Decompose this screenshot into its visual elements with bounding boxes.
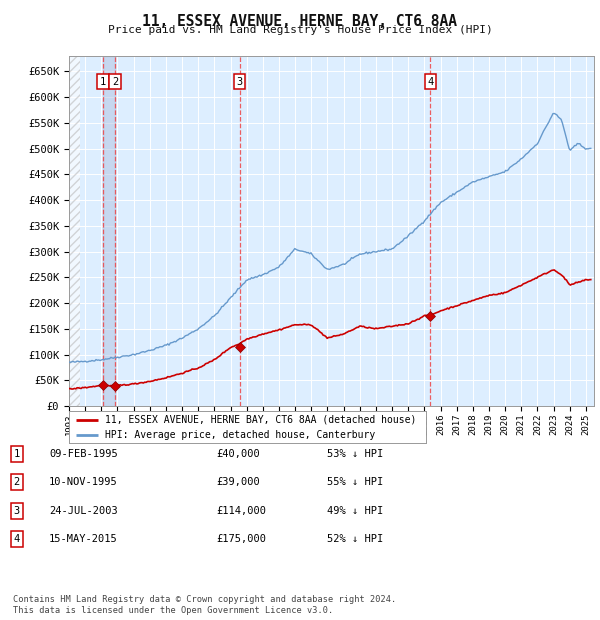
Text: 11, ESSEX AVENUE, HERNE BAY, CT6 8AA: 11, ESSEX AVENUE, HERNE BAY, CT6 8AA xyxy=(143,14,458,29)
Text: 4: 4 xyxy=(14,534,20,544)
Text: This data is licensed under the Open Government Licence v3.0.: This data is licensed under the Open Gov… xyxy=(13,606,334,615)
Text: 15-MAY-2015: 15-MAY-2015 xyxy=(49,534,118,544)
Text: 3: 3 xyxy=(236,76,243,87)
Text: 1: 1 xyxy=(100,76,106,87)
Text: HPI: Average price, detached house, Canterbury: HPI: Average price, detached house, Cant… xyxy=(105,430,375,440)
Text: 49% ↓ HPI: 49% ↓ HPI xyxy=(327,506,383,516)
Text: £40,000: £40,000 xyxy=(216,449,260,459)
Text: 53% ↓ HPI: 53% ↓ HPI xyxy=(327,449,383,459)
Text: 3: 3 xyxy=(14,506,20,516)
Text: 09-FEB-1995: 09-FEB-1995 xyxy=(49,449,118,459)
Text: 1: 1 xyxy=(14,449,20,459)
Text: 11, ESSEX AVENUE, HERNE BAY, CT6 8AA (detached house): 11, ESSEX AVENUE, HERNE BAY, CT6 8AA (de… xyxy=(105,415,416,425)
Text: Price paid vs. HM Land Registry's House Price Index (HPI): Price paid vs. HM Land Registry's House … xyxy=(107,25,493,35)
Bar xyxy=(103,56,115,406)
Text: 2: 2 xyxy=(14,477,20,487)
Text: 24-JUL-2003: 24-JUL-2003 xyxy=(49,506,118,516)
Text: £175,000: £175,000 xyxy=(216,534,266,544)
Text: 4: 4 xyxy=(427,76,433,87)
Text: 52% ↓ HPI: 52% ↓ HPI xyxy=(327,534,383,544)
Text: Contains HM Land Registry data © Crown copyright and database right 2024.: Contains HM Land Registry data © Crown c… xyxy=(13,595,397,604)
Text: 2: 2 xyxy=(112,76,118,87)
Text: £39,000: £39,000 xyxy=(216,477,260,487)
Text: £114,000: £114,000 xyxy=(216,506,266,516)
Text: 10-NOV-1995: 10-NOV-1995 xyxy=(49,477,118,487)
Text: 55% ↓ HPI: 55% ↓ HPI xyxy=(327,477,383,487)
